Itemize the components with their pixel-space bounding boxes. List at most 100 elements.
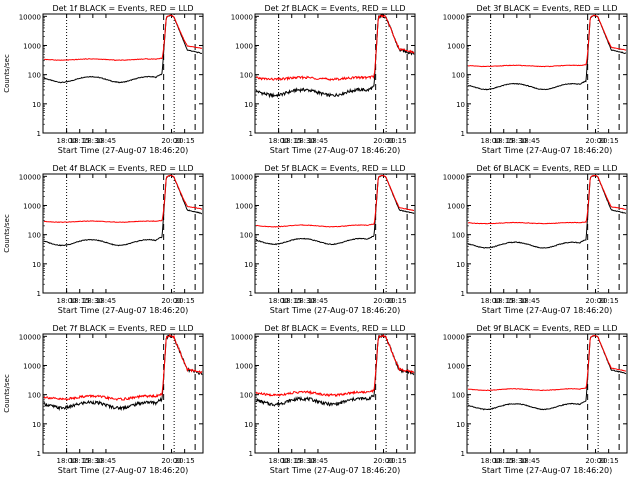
panel-9: Det 9f BLACK = Events, RED = LLD Start Ti… xyxy=(443,324,628,475)
panel-title: Det 9f BLACK = Events, RED = LLD xyxy=(476,324,617,333)
lld-series-line xyxy=(467,335,627,392)
lld-series-line xyxy=(43,174,202,224)
x-tick-label: 18:00 xyxy=(57,297,77,305)
panel-4: Det 4f BLACK = Events, RED = LLD Start Ti… xyxy=(3,164,204,315)
y-tick-label: 100 xyxy=(452,232,465,240)
x-tick-label: 18:15 xyxy=(70,137,90,145)
y-tick-label: 10000 xyxy=(19,173,41,181)
y-tick-label: 1 xyxy=(249,290,253,298)
panel-title: Det 5f BLACK = Events, RED = LLD xyxy=(264,164,405,173)
x-tick-label: 18:30 xyxy=(507,137,527,145)
y-tick-label: 1000 xyxy=(447,202,465,210)
y-tick-label: 10 xyxy=(456,421,465,429)
x-axis-label: Start Time (27-Aug-07 18:46:20) xyxy=(58,146,189,155)
y-tick-label: 10000 xyxy=(231,333,253,341)
panel-8: Det 8f BLACK = Events, RED = LLD Start Ti… xyxy=(231,324,416,475)
x-tick-label: 18:00 xyxy=(269,297,289,305)
x-tick-label: 18:15 xyxy=(70,457,90,465)
plot-frame xyxy=(42,333,204,454)
x-axis-label: Start Time (27-Aug-07 18:46:20) xyxy=(58,466,189,475)
x-tick-label: 20:00 xyxy=(585,297,605,305)
y-tick-label: 100 xyxy=(240,72,253,80)
y-axis-label: Counts/sec xyxy=(3,374,11,413)
lld-series-line xyxy=(43,333,203,402)
panel-title: Det 6f BLACK = Events, RED = LLD xyxy=(476,164,617,173)
y-tick-label: 1000 xyxy=(235,42,253,50)
x-tick-label: 18:30 xyxy=(507,457,527,465)
panel-1: Det 1f BLACK = Events, RED = LLD Start Ti… xyxy=(3,4,204,155)
x-tick-label: 18:00 xyxy=(57,137,77,145)
x-tick-label: 20:00 xyxy=(161,457,181,465)
y-tick-label: 10000 xyxy=(443,13,465,21)
y-tick-label: 1000 xyxy=(447,42,465,50)
x-tick-label: 18:45 xyxy=(96,297,116,305)
lld-series-line xyxy=(467,14,627,68)
lld-series-line xyxy=(255,334,415,398)
y-tick-label: 1 xyxy=(461,450,465,458)
lld-series-line xyxy=(43,14,202,61)
x-tick-label: 20:15 xyxy=(599,297,619,305)
y-tick-label: 10 xyxy=(32,261,41,269)
x-tick-label: 18:30 xyxy=(507,297,527,305)
x-axis-label: Start Time (27-Aug-07 18:46:20) xyxy=(482,466,613,475)
x-tick-label: 18:30 xyxy=(83,137,103,145)
x-axis-label: Start Time (27-Aug-07 18:46:20) xyxy=(482,146,613,155)
y-axis-label: Counts/sec xyxy=(3,54,11,93)
panel-5: Det 5f BLACK = Events, RED = LLD Start Ti… xyxy=(231,164,416,315)
x-tick-label: 20:15 xyxy=(175,137,195,145)
plot-frame xyxy=(466,173,628,294)
y-tick-label: 10000 xyxy=(231,13,253,21)
y-tick-label: 1 xyxy=(461,130,465,138)
y-tick-label: 100 xyxy=(28,392,41,400)
x-tick-label: 20:00 xyxy=(585,137,605,145)
x-tick-label: 18:15 xyxy=(494,297,514,305)
y-tick-label: 1 xyxy=(461,290,465,298)
y-tick-label: 10000 xyxy=(443,173,465,181)
y-tick-label: 10000 xyxy=(443,333,465,341)
y-tick-label: 100 xyxy=(240,392,253,400)
x-tick-label: 18:15 xyxy=(70,297,90,305)
panel-title: Det 4f BLACK = Events, RED = LLD xyxy=(52,164,193,173)
y-tick-label: 100 xyxy=(452,72,465,80)
panel-3: Det 3f BLACK = Events, RED = LLD Start Ti… xyxy=(443,4,628,155)
x-tick-label: 18:45 xyxy=(96,137,116,145)
x-tick-label: 18:45 xyxy=(96,457,116,465)
x-tick-label: 20:15 xyxy=(387,137,407,145)
y-tick-label: 1000 xyxy=(447,362,465,370)
x-axis-label: Start Time (27-Aug-07 18:46:20) xyxy=(58,306,189,315)
y-tick-label: 10 xyxy=(456,261,465,269)
y-tick-label: 100 xyxy=(452,392,465,400)
plot-frame xyxy=(466,13,628,134)
x-axis-label: Start Time (27-Aug-07 18:46:20) xyxy=(270,146,401,155)
y-tick-label: 10 xyxy=(244,101,253,109)
y-tick-label: 1000 xyxy=(23,362,41,370)
y-tick-label: 10000 xyxy=(231,173,253,181)
x-axis-label: Start Time (27-Aug-07 18:46:20) xyxy=(270,306,401,315)
x-tick-label: 18:45 xyxy=(308,297,328,305)
y-tick-label: 100 xyxy=(28,72,41,80)
x-tick-label: 20:15 xyxy=(387,457,407,465)
panel-title: Det 1f BLACK = Events, RED = LLD xyxy=(52,4,193,13)
panel-title: Det 8f BLACK = Events, RED = LLD xyxy=(264,324,405,333)
plot-frame xyxy=(254,333,416,454)
panel-7: Det 7f BLACK = Events, RED = LLD Start Ti… xyxy=(3,324,204,475)
x-tick-label: 18:00 xyxy=(481,297,501,305)
x-tick-label: 20:15 xyxy=(175,457,195,465)
x-tick-label: 18:30 xyxy=(295,457,315,465)
x-tick-label: 18:15 xyxy=(494,137,514,145)
x-tick-label: 20:00 xyxy=(373,457,393,465)
y-tick-label: 10 xyxy=(32,421,41,429)
x-axis-label: Start Time (27-Aug-07 18:46:20) xyxy=(270,466,401,475)
x-tick-label: 20:00 xyxy=(373,137,393,145)
lld-series-line xyxy=(256,14,415,82)
plot-frame xyxy=(254,13,416,134)
lld-series-line xyxy=(468,174,627,225)
y-tick-label: 1 xyxy=(37,450,41,458)
y-tick-label: 10000 xyxy=(19,13,41,21)
x-tick-label: 20:15 xyxy=(599,137,619,145)
x-tick-label: 18:15 xyxy=(494,457,514,465)
x-tick-label: 20:00 xyxy=(161,297,181,305)
y-tick-label: 1000 xyxy=(23,202,41,210)
panel-2: Det 2f BLACK = Events, RED = LLD Start Ti… xyxy=(231,4,416,155)
y-tick-label: 10 xyxy=(456,101,465,109)
